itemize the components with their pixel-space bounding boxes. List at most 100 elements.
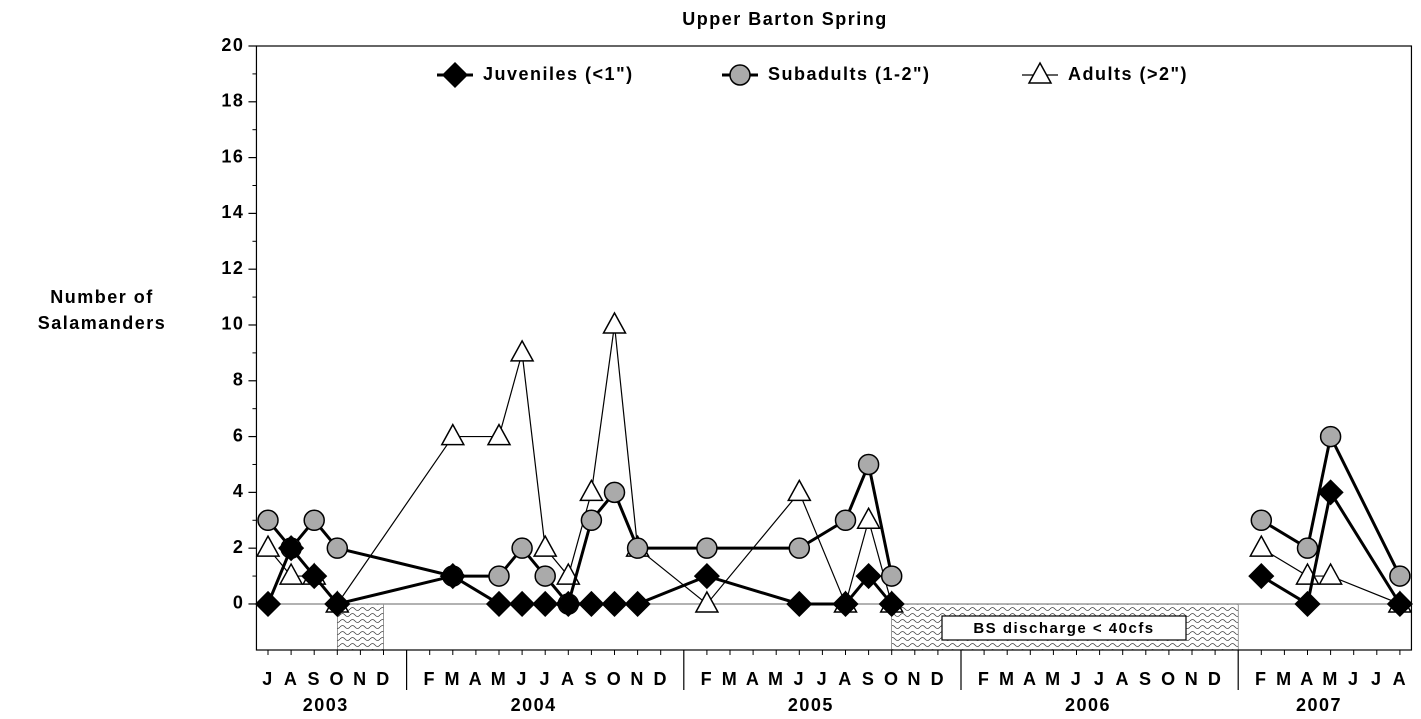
x-tick-label: J <box>794 669 806 689</box>
data-point <box>580 509 603 532</box>
x-tick-label: J <box>262 669 274 689</box>
y-tick-label: 8 <box>233 370 245 390</box>
data-point <box>509 339 535 362</box>
annotation: BS discharge < 40cfs <box>973 620 1154 637</box>
data-point <box>278 535 305 562</box>
data-point <box>834 509 857 532</box>
data-point <box>878 590 905 618</box>
data-point <box>1389 565 1411 587</box>
y-tick-label: 4 <box>233 481 245 501</box>
data-point <box>534 565 556 587</box>
year-label: 2005 <box>788 695 834 715</box>
data-point <box>509 590 536 618</box>
data-point <box>855 563 882 590</box>
data-point <box>1248 563 1275 590</box>
x-tick-label: D <box>653 669 668 689</box>
data-point <box>1319 425 1342 448</box>
plot-frame <box>255 45 1413 651</box>
data-point <box>301 563 328 590</box>
x-tick-label: F <box>1255 669 1268 689</box>
y-tick-label: 10 <box>221 314 244 334</box>
data-point <box>786 590 813 618</box>
y-tick-label: 18 <box>221 91 244 111</box>
x-tick-label: M <box>768 669 785 689</box>
x-tick-label: A <box>469 669 484 689</box>
x-tick-label: M <box>1322 669 1339 689</box>
x-tick-label: F <box>978 669 991 689</box>
legend-label: Adults (>2") <box>1068 64 1188 84</box>
x-tick-label: A <box>284 669 299 689</box>
data-point <box>787 478 812 502</box>
x-tick-label: M <box>722 669 739 689</box>
x-tick-label: J <box>817 669 829 689</box>
x-tick-label: A <box>838 669 853 689</box>
data-point <box>693 563 720 590</box>
y-tick-label: 12 <box>221 258 244 278</box>
annotation-box <box>941 615 1187 641</box>
x-tick-label: J <box>1371 669 1383 689</box>
data-point <box>485 590 513 618</box>
data-point <box>511 537 533 559</box>
x-tick-label: D <box>1208 669 1223 689</box>
y-tick-label: 2 <box>233 537 245 557</box>
data-point <box>1249 534 1274 557</box>
x-tick-label: M <box>1276 669 1293 689</box>
year-label: 2006 <box>1065 695 1111 715</box>
x-tick-label: M <box>1045 669 1062 689</box>
data-point <box>326 537 349 559</box>
x-tick-label: O <box>1161 669 1177 689</box>
data-point <box>602 311 627 334</box>
x-tick-label: S <box>307 669 321 689</box>
data-point <box>1250 509 1273 532</box>
data-point <box>257 509 279 532</box>
data-point <box>555 590 582 618</box>
legend-label: Juveniles (<1") <box>483 64 634 84</box>
y-axis-label: Salamanders <box>38 313 167 333</box>
y-tick-label: 20 <box>221 35 244 55</box>
x-tick-label: S <box>862 669 876 689</box>
data-point <box>880 565 903 587</box>
data-point <box>532 590 559 618</box>
x-tick-label: A <box>1023 669 1038 689</box>
data-point <box>578 590 605 618</box>
x-tick-label: A <box>561 669 576 689</box>
data-point <box>579 478 604 502</box>
x-tick-label: J <box>1348 669 1360 689</box>
y-tick-label: 16 <box>221 146 244 166</box>
legend-marker <box>441 61 469 89</box>
x-tick-label: N <box>908 669 923 689</box>
data-point <box>856 506 881 530</box>
data-point <box>532 534 558 557</box>
series-line <box>267 324 1401 606</box>
x-tick-label: S <box>1139 669 1153 689</box>
legend-marker <box>729 64 751 86</box>
x-tick-label: O <box>607 669 623 689</box>
data-point <box>254 590 282 618</box>
x-tick-label: J <box>539 669 551 689</box>
chart-title: Upper Barton Spring <box>682 9 888 29</box>
x-tick-label: N <box>353 669 368 689</box>
x-tick-label: D <box>931 669 946 689</box>
y-tick-label: 6 <box>233 425 245 445</box>
data-point <box>278 562 304 585</box>
data-point <box>788 537 811 559</box>
x-tick-label: D <box>376 669 391 689</box>
x-tick-label: J <box>1094 669 1106 689</box>
data-point <box>624 590 651 618</box>
data-point <box>440 423 466 446</box>
data-point <box>1317 479 1344 506</box>
data-point <box>488 565 510 587</box>
x-tick-label: A <box>1115 669 1130 689</box>
year-label: 2003 <box>303 695 349 715</box>
data-point <box>1318 562 1343 585</box>
x-tick-label: M <box>999 669 1016 689</box>
y-axis-label: Number of <box>50 287 154 307</box>
x-tick-label: N <box>630 669 645 689</box>
data-point <box>439 563 466 590</box>
data-point <box>1386 590 1413 618</box>
data-point <box>626 537 649 559</box>
y-tick-label: 0 <box>233 593 245 613</box>
x-tick-label: F <box>701 669 714 689</box>
x-tick-label: A <box>746 669 761 689</box>
